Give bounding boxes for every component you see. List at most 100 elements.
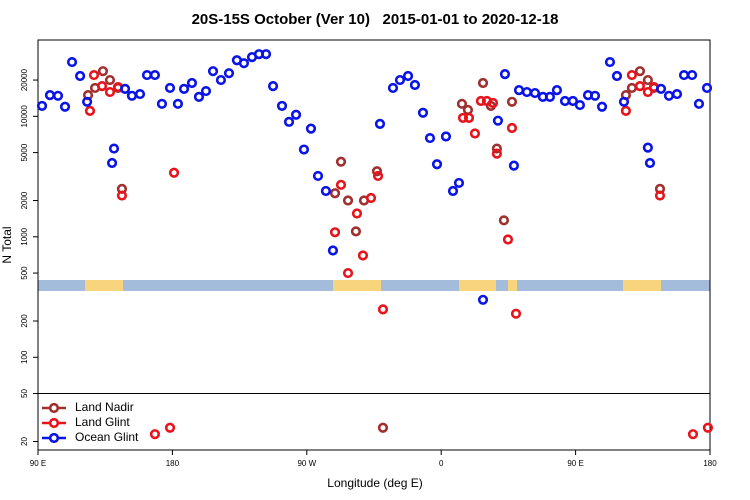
y-tick-label: 10000 [20,105,29,128]
y-tick-label: 200 [20,314,29,328]
legend-label: Ocean Glint [75,430,139,444]
x-tick-label: 90 E [567,459,583,468]
data-point [377,422,389,433]
data-point [417,107,429,118]
data-point [104,74,116,86]
land-strip [623,280,661,291]
data-point [394,74,406,86]
data-point [544,91,556,102]
data-point [642,86,653,98]
data-point [207,66,219,77]
data-point [164,422,176,433]
data-point [502,234,514,245]
data-point [611,70,623,82]
data-point [66,56,78,68]
data-point [618,96,630,107]
x-tick-label: 180 [703,459,717,468]
data-point [312,170,324,182]
x-axis-label: Longitude (deg E) [327,476,422,490]
data-point [477,294,489,305]
data-point [357,250,369,261]
data-point [686,69,698,81]
data-point [335,156,347,167]
data-point [193,91,205,102]
data-point [487,97,499,109]
data-point [329,227,341,238]
data-point [402,70,414,82]
y-tick-label: 1000 [20,227,29,245]
data-point [116,190,128,201]
data-point [655,83,667,94]
data-point [267,81,279,92]
data-point [172,98,184,109]
data-point [36,100,48,112]
data-point [634,81,646,92]
data-point [168,167,180,178]
legend-label: Land Nadir [75,400,134,414]
data-point [506,96,518,107]
data-point [186,77,198,89]
data-point [453,177,465,189]
y-tick-label: 100 [20,350,29,364]
data-point [96,81,108,92]
data-point [200,85,212,97]
data-point [409,79,421,91]
data-point [149,69,161,81]
x-tick-label: 90 E [30,459,46,468]
y-tick-label: 50 [20,389,29,398]
data-point [342,195,354,206]
data-point [589,90,601,101]
data-point [149,429,161,440]
data-point [457,112,469,124]
data-point [477,77,489,89]
data-point [424,132,436,144]
data-point [693,98,705,109]
y-tick-label: 2000 [20,191,29,209]
data-point [506,122,518,134]
data-point [431,159,443,170]
data-point [156,98,168,109]
legend-label: Land Glint [75,415,130,429]
data-point [551,85,563,96]
data-point [620,105,632,116]
data-point [387,82,399,94]
data-point [634,66,646,77]
data-point [276,100,288,112]
data-point [75,70,86,82]
data-point [508,160,520,171]
data-point [84,105,96,116]
data-point [374,118,386,130]
data-point [365,192,377,204]
data-point [491,143,503,154]
data-point [351,208,363,219]
data-point [687,429,699,440]
plot-frame [37,39,711,451]
data-point [290,109,302,120]
data-point [377,304,389,315]
data-point [510,308,522,319]
data-point [335,179,347,190]
data-point [440,131,452,142]
data-point [223,68,235,79]
data-point [164,82,176,94]
data-point [469,128,481,139]
data-point [574,99,586,111]
land-strip [85,280,123,291]
x-tick-label: 90 W [297,459,316,468]
data-point [260,49,272,60]
data-point [626,69,637,81]
x-tick-label: 0 [439,459,444,468]
data-point [342,267,354,279]
data-point [238,58,250,69]
data-point [106,157,118,169]
y-axis-label: N Total [0,226,14,263]
data-point [82,96,93,107]
data-point [97,66,109,77]
data-point [475,95,487,107]
data-point [567,95,579,107]
legend-marker [48,417,60,429]
land-strip [459,280,496,291]
data-point [701,82,713,94]
data-point [447,185,459,197]
data-point [59,101,71,112]
